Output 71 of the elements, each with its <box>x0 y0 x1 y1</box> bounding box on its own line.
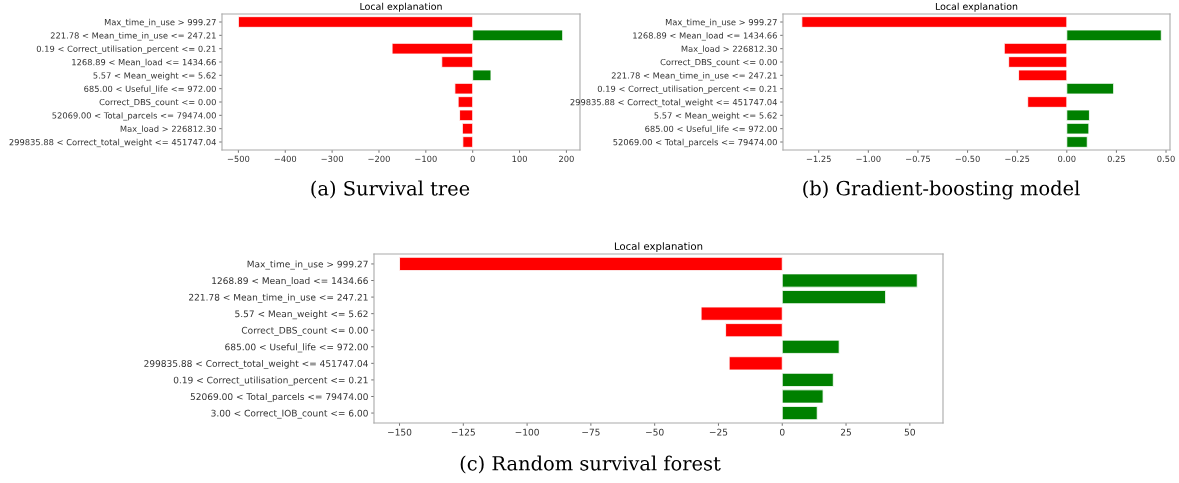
chart-title: Local explanation <box>614 242 703 252</box>
x-tick-label: −500 <box>227 155 250 163</box>
y-tick-label: 1268.89 < Mean_load <= 1434.66 <box>72 58 216 68</box>
y-tick-label: 52069.00 < Total_parcels <= 79474.00 <box>52 112 216 121</box>
x-tick-label: −300 <box>321 155 344 163</box>
bar <box>399 256 783 271</box>
bar <box>781 273 918 288</box>
bar <box>781 372 834 387</box>
y-tick-label: 3.00 < Correct_IOB_count <= 6.00 <box>211 409 368 419</box>
y-tick-label: 52069.00 < Total_parcels <= 79474.00 <box>190 393 368 403</box>
y-tick-label: 299835.88 < Correct_total_weight <= 451747.04 <box>570 98 777 108</box>
text: (c) Random survival forest <box>460 455 721 474</box>
y-tick-label: Max_load > 226812.30 <box>681 45 777 54</box>
y-tick-label: 0.19 < Correct_utilisation_percent <= 0.21 <box>36 45 216 54</box>
x-tick-label: −0.75 <box>906 155 930 163</box>
bar <box>728 356 783 371</box>
bar <box>700 306 783 321</box>
y-tick-label: Max_time_in_use > 999.27 <box>665 18 777 28</box>
x-tick-label: −50 <box>646 428 664 436</box>
y-tick-label: Max_time_in_use > 999.27 <box>104 18 216 28</box>
x-tick-label: −75 <box>582 428 600 436</box>
x-tick-label: 0.25 <box>1107 155 1125 163</box>
x-tick-label: 25 <box>840 428 851 436</box>
y-tick-label: 1268.89 < Mean_load <= 1434.66 <box>633 32 777 41</box>
y-tick-label: 685.00 < Useful_life <= 972.00 <box>645 125 777 134</box>
y-tick-label: Correct_DBS_count <= 0.00 <box>99 98 216 108</box>
x-tick-label: −200 <box>368 155 390 163</box>
y-tick-label: 685.00 < Useful_life <= 972.00 <box>225 343 368 353</box>
bar <box>781 389 824 404</box>
x-tick-label: −400 <box>274 155 297 163</box>
bar <box>781 339 840 354</box>
x-tick-label: 200 <box>559 155 574 163</box>
y-tick-label: Correct_DBS_count <= 0.00 <box>241 326 368 336</box>
chart-title: Local explanation <box>935 2 1018 12</box>
x-tick-label: 0.00 <box>1058 155 1076 163</box>
x-tick-label: −150 <box>388 428 412 436</box>
y-tick-label: 0.19 < Correct_utilisation_percent <= 0.21 <box>597 85 777 94</box>
text: (b) Gradient-boosting model <box>803 180 1080 200</box>
y-tick-label: Max_time_in_use > 999.27 <box>247 260 368 270</box>
x-tick-label: −0.25 <box>1005 155 1030 163</box>
x-tick-label: 0.50 <box>1157 155 1175 163</box>
x-tick-label: −125 <box>451 428 475 436</box>
y-tick-label: 221.78 < Mean_time_in_use <= 247.21 <box>189 293 368 303</box>
y-tick-label: 221.78 < Mean_time_in_use <= 247.21 <box>611 72 777 81</box>
y-tick-label: 299835.88 < Correct_total_weight <= 451747.04 <box>9 138 216 148</box>
y-tick-label: Correct_DBS_count <= 0.00 <box>660 58 777 68</box>
bar <box>725 323 783 338</box>
chart-title: Local explanation <box>360 2 442 12</box>
y-tick-label: 0.19 < Correct_utilisation_percent <= 0.21 <box>173 376 368 386</box>
x-tick-label: 0 <box>779 428 785 436</box>
y-tick-label: 221.78 < Mean_time_in_use <= 247.21 <box>50 32 216 41</box>
bar <box>781 290 887 305</box>
x-tick-label: 0 <box>470 155 475 163</box>
y-tick-label: 5.57 < Mean_weight <= 5.62 <box>93 72 216 81</box>
y-tick-label: 1268.89 < Mean_load <= 1434.66 <box>212 277 368 287</box>
x-tick-label: −100 <box>515 428 539 436</box>
x-tick-label: 100 <box>512 155 527 163</box>
x-tick-label: −25 <box>709 428 728 436</box>
y-tick-label: 5.57 < Mean_weight <= 5.62 <box>235 310 368 320</box>
text: (a) Survival tree <box>311 180 470 199</box>
x-tick-label: −1.25 <box>806 155 831 163</box>
x-tick-label: −100 <box>415 155 437 163</box>
y-tick-label: 299835.88 < Correct_total_weight <= 451747.04 <box>144 359 368 369</box>
y-tick-label: 5.57 < Mean_weight <= 5.62 <box>654 112 777 121</box>
x-tick-label: 50 <box>904 428 915 436</box>
y-tick-label: Max_load > 226812.30 <box>120 125 216 134</box>
x-tick-label: −0.50 <box>955 155 980 163</box>
bar <box>781 406 818 421</box>
y-tick-label: 52069.00 < Total_parcels <= 79474.00 <box>613 138 777 148</box>
x-tick-label: −1.00 <box>856 155 881 163</box>
y-tick-label: 685.00 < Useful_life <= 972.00 <box>84 85 216 94</box>
